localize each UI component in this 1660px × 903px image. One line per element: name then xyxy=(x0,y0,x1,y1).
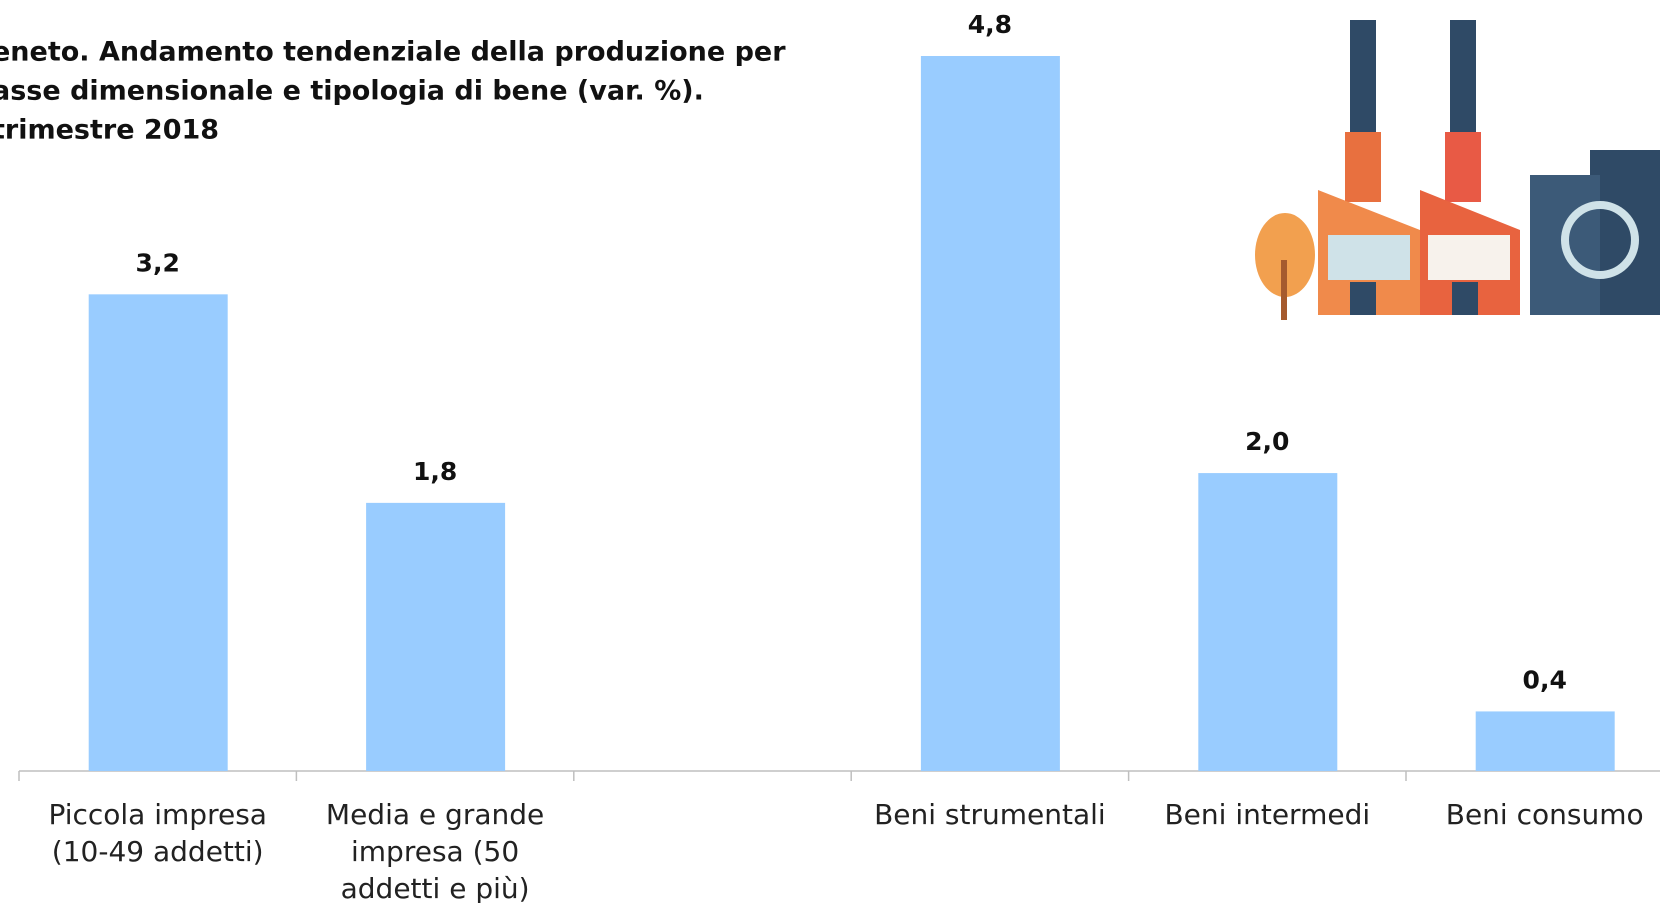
x-tick-label: Beni consumo xyxy=(1445,798,1644,831)
factory-illustration xyxy=(1255,20,1660,320)
bar xyxy=(1475,711,1615,771)
data-label: 3,2 xyxy=(136,248,180,277)
x-tick-label: Piccola impresa (10-49 addetti) xyxy=(48,798,267,868)
bar xyxy=(1198,473,1338,771)
x-tick-label: Beni strumentali xyxy=(874,798,1106,831)
x-tick-label: Media e grande impresa (50 addetti e più… xyxy=(325,798,545,903)
data-label: 0,4 xyxy=(1523,665,1567,694)
data-label: 1,8 xyxy=(413,457,457,486)
bar xyxy=(88,294,228,771)
chart-title: trimestre 2018 xyxy=(0,115,219,146)
bar xyxy=(366,502,506,771)
chart-title: eneto. Andamento tendenziale della produ… xyxy=(0,37,786,68)
chart-title: asse dimensionale e tipologia di bene (v… xyxy=(0,76,704,107)
x-tick-label: Beni intermedi xyxy=(1164,798,1371,831)
data-label: 4,8 xyxy=(968,10,1012,39)
data-label: 2,0 xyxy=(1245,427,1289,456)
bar xyxy=(920,56,1060,771)
